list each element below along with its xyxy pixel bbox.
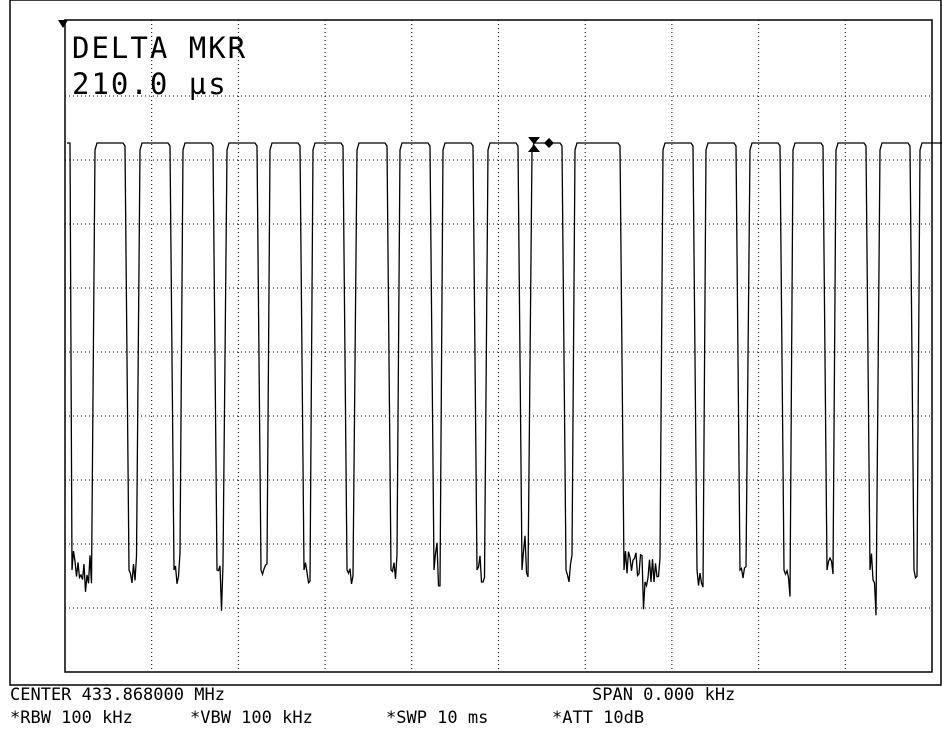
graticule (64, 19, 933, 673)
grid (65, 20, 932, 672)
screen-frame (9, 0, 942, 686)
ref-marker-diamond (544, 138, 554, 148)
center-freq: CENTER 433.868000 MHz (10, 685, 225, 705)
trace (67, 142, 942, 616)
ref-marker (58, 20, 68, 28)
marker-title: DELTA MKR (72, 31, 247, 65)
vbw: *VBW 100 kHz (190, 708, 313, 728)
span: SPAN 0.000 kHz (592, 685, 735, 705)
sweep: *SWP 10 ms (386, 708, 488, 728)
delta-marker (528, 137, 540, 152)
rbw: *RBW 100 kHz (10, 708, 133, 728)
attenuation: *ATT 10dB (552, 708, 644, 728)
marker-value: 210.0 µs (72, 67, 228, 101)
